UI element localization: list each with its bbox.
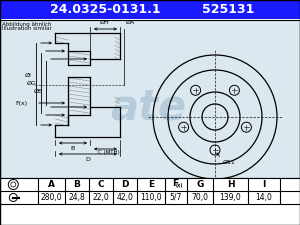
Text: 139,0: 139,0 xyxy=(220,193,242,202)
Text: C (MTH): C (MTH) xyxy=(98,150,120,155)
Text: ØA: ØA xyxy=(126,20,135,25)
Text: C: C xyxy=(98,180,104,189)
Text: Illustration similar: Illustration similar xyxy=(2,26,52,31)
Text: ØI: ØI xyxy=(25,72,32,77)
Text: H: H xyxy=(227,180,234,189)
Text: E: E xyxy=(148,180,154,189)
Bar xyxy=(0,20,300,178)
Text: 24.0325-0131.1: 24.0325-0131.1 xyxy=(50,3,160,16)
Text: 70,0: 70,0 xyxy=(191,193,208,202)
Text: G: G xyxy=(196,180,204,189)
Text: ØH: ØH xyxy=(100,20,110,25)
Text: 525131: 525131 xyxy=(202,3,254,16)
Text: 42,0: 42,0 xyxy=(117,193,134,202)
Text: F: F xyxy=(172,179,178,188)
Text: ate: ate xyxy=(110,86,186,128)
Text: ØE: ØE xyxy=(34,88,43,94)
Text: 24,8: 24,8 xyxy=(69,193,86,202)
Text: Abbildung ähnlich: Abbildung ähnlich xyxy=(2,22,52,27)
Text: 110,0: 110,0 xyxy=(140,193,162,202)
Text: D: D xyxy=(121,180,129,189)
Text: 22,0: 22,0 xyxy=(93,193,110,202)
Text: F(x): F(x) xyxy=(16,101,28,106)
Text: Ø11: Ø11 xyxy=(223,160,236,165)
Text: B: B xyxy=(70,146,75,151)
Text: B: B xyxy=(74,180,80,189)
Text: I: I xyxy=(262,180,266,189)
Text: ØG: ØG xyxy=(27,81,37,86)
Text: D: D xyxy=(85,157,90,162)
Bar xyxy=(0,0,300,19)
Text: 280,0: 280,0 xyxy=(41,193,62,202)
Text: A: A xyxy=(48,180,55,189)
Text: 14,0: 14,0 xyxy=(256,193,272,202)
Text: 5/7: 5/7 xyxy=(170,193,182,202)
Text: (x): (x) xyxy=(175,184,183,189)
Bar xyxy=(0,178,300,204)
